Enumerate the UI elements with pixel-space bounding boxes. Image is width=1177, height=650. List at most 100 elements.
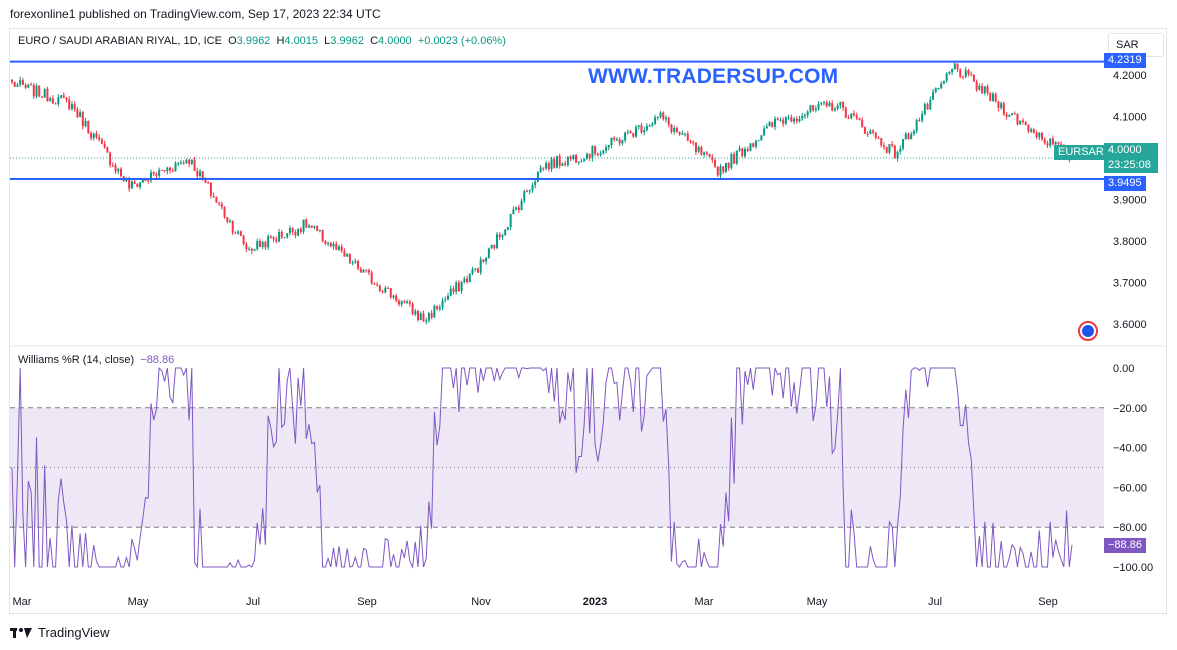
candle: [752, 143, 755, 147]
candle: [283, 237, 286, 239]
candle: [716, 166, 719, 176]
candle: [294, 232, 297, 236]
candle: [49, 98, 52, 102]
candle: [422, 313, 425, 322]
candle: [430, 313, 433, 318]
candle: [332, 243, 335, 247]
candle: [305, 219, 308, 228]
candle: [253, 249, 256, 251]
candle: [547, 163, 550, 170]
candle: [951, 69, 954, 73]
candle: [626, 131, 629, 133]
candle: [929, 99, 932, 110]
candle: [1060, 143, 1063, 145]
candle: [1041, 132, 1044, 140]
candle: [599, 153, 602, 155]
candle: [823, 102, 826, 104]
candle: [708, 153, 711, 157]
candle: [664, 117, 667, 120]
candle: [452, 288, 455, 292]
candle: [354, 261, 357, 263]
open-value: 3.9962: [236, 35, 271, 47]
candle: [923, 104, 926, 115]
candle: [474, 268, 477, 270]
candle: [316, 226, 319, 231]
candle: [820, 102, 823, 104]
candle: [365, 269, 368, 271]
candle: [981, 85, 984, 94]
candle: [1043, 139, 1046, 144]
candle: [258, 241, 261, 247]
candle: [893, 145, 896, 159]
candle: [109, 152, 112, 166]
candle: [670, 124, 673, 132]
candle: [932, 91, 935, 100]
candle: [199, 171, 202, 177]
candle: [362, 269, 365, 273]
candle: [337, 246, 340, 250]
wr-tick-label: −40.00: [1113, 443, 1147, 455]
candle: [152, 172, 155, 175]
candle: [207, 182, 210, 184]
candle: [697, 146, 700, 152]
candle: [280, 232, 283, 238]
candle: [831, 102, 834, 111]
candle: [1030, 129, 1033, 132]
candle: [158, 169, 161, 176]
candle: [65, 97, 68, 100]
candle: [297, 229, 300, 236]
candle: [882, 145, 885, 147]
candle: [896, 151, 899, 159]
candle: [155, 174, 158, 176]
candle: [765, 126, 768, 129]
candle: [855, 115, 858, 119]
candle: [853, 113, 856, 116]
candle: [577, 161, 580, 163]
candle: [427, 313, 430, 321]
candle: [953, 63, 956, 70]
candle: [615, 139, 618, 141]
candle: [73, 104, 76, 110]
candle: [972, 74, 975, 82]
candle: [177, 162, 180, 164]
candle: [139, 182, 142, 188]
candle: [550, 159, 553, 170]
candle: [874, 132, 877, 138]
open-label: O: [228, 35, 237, 47]
candle: [575, 155, 578, 163]
candle: [719, 166, 722, 176]
candle: [787, 117, 790, 119]
candle: [828, 102, 831, 107]
candle: [509, 213, 512, 228]
candle: [476, 268, 479, 273]
candle: [95, 133, 98, 138]
candle: [90, 132, 93, 139]
candle: [654, 117, 657, 124]
candle: [553, 159, 556, 168]
candle: [675, 127, 678, 133]
candle: [735, 150, 738, 164]
candle: [128, 178, 131, 189]
candle: [926, 104, 929, 110]
current-price-label: 4.0000: [1104, 143, 1158, 158]
candle: [373, 283, 376, 285]
candle: [174, 163, 177, 172]
high-label: H: [276, 35, 285, 47]
candle: [79, 112, 82, 117]
candle: [250, 248, 253, 251]
candle: [351, 262, 354, 264]
candle: [147, 180, 150, 182]
candle: [817, 103, 820, 109]
candle: [231, 220, 234, 233]
candle: [692, 142, 695, 144]
candle: [594, 146, 597, 154]
candle: [814, 108, 817, 111]
candle: [705, 152, 708, 154]
candle: [457, 282, 460, 292]
candle: [921, 114, 924, 121]
candle: [782, 119, 785, 124]
price-tick-label: 4.2000: [1113, 70, 1147, 82]
candle: [38, 85, 41, 97]
candle: [62, 95, 65, 98]
